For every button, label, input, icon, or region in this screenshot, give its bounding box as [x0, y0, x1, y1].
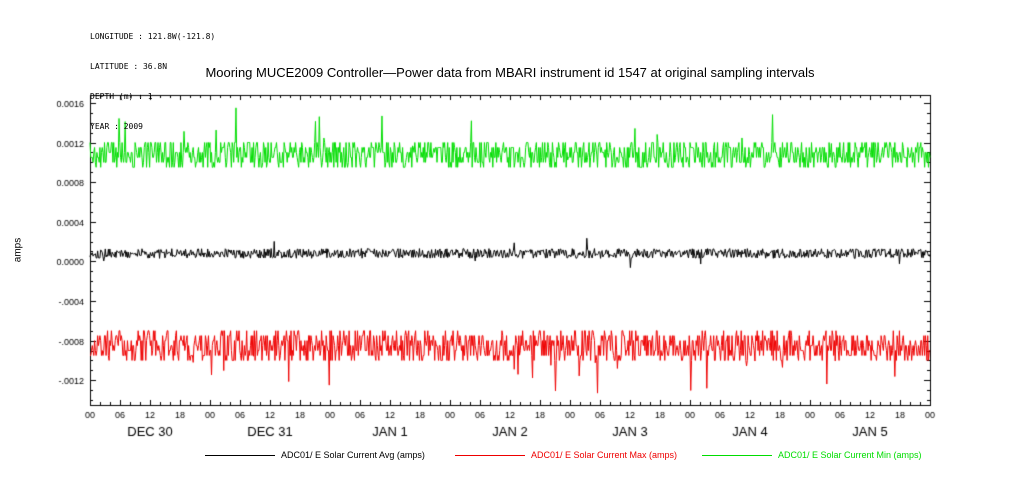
- y-axis-label: amps: [12, 237, 24, 263]
- metadata-longitude: LONGITUDE : 121.8W(-121.8): [90, 32, 216, 41]
- max-line-swatch: [455, 454, 525, 456]
- metadata-block: LONGITUDE : 121.8W(-121.8) LATITUDE : 36…: [90, 12, 215, 152]
- legend-item-min: ADC01/ E Solar Current Min (amps): [702, 449, 922, 461]
- legend-item-max: ADC01/ E Solar Current Max (amps): [455, 449, 677, 461]
- legend-label-min: ADC01/ E Solar Current Min (amps): [778, 450, 922, 460]
- legend-label-avg: ADC01/ E Solar Current Avg (amps): [281, 450, 425, 460]
- metadata-year: YEAR : 2009: [90, 122, 143, 131]
- legend-label-max: ADC01/ E Solar Current Max (amps): [531, 450, 678, 460]
- avg-line-swatch: [205, 454, 275, 456]
- legend-item-avg: ADC01/ E Solar Current Avg (amps): [205, 449, 425, 461]
- metadata-latitude: LATITUDE : 36.8N: [90, 62, 168, 71]
- metadata-depth: DEPTH (m) : 1: [90, 92, 153, 101]
- min-line-swatch: [702, 454, 772, 456]
- chart-title: Mooring MUCE2009 Controller—Power data f…: [205, 65, 815, 80]
